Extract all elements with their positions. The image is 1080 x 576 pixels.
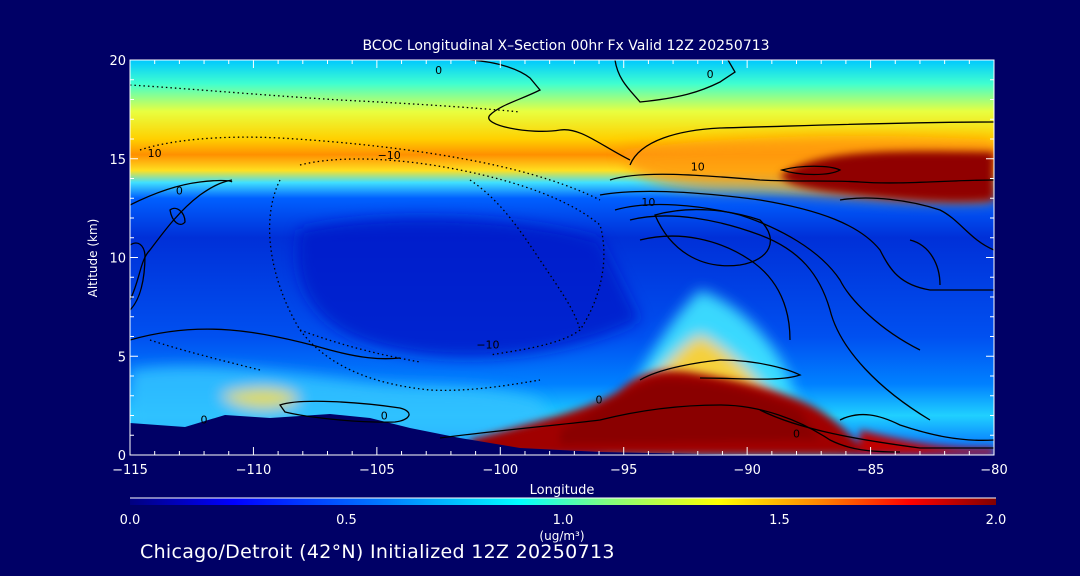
colorbar-tick-label: 1.5 <box>769 513 790 528</box>
x-tick-label: −100 <box>482 463 518 478</box>
y-tick-label: 10 <box>109 252 126 267</box>
x-tick-label: −105 <box>359 463 395 478</box>
contour-label: 0 <box>201 413 208 426</box>
contour-label: 0 <box>435 64 442 77</box>
contour-label: 0 <box>176 184 183 197</box>
chart-title: BCOC Longitudinal X–Section 00hr Fx Vali… <box>362 38 769 54</box>
colorbar-tick-label: 1.0 <box>553 513 574 528</box>
contour-lines <box>130 60 994 453</box>
y-tick-label: 15 <box>109 153 126 168</box>
surface-red-streak <box>860 430 994 455</box>
x-axis: −115 −110 −105 −100 −95 −90 −85 −80 <box>112 60 1008 478</box>
y-axis-label: Altitude (km) <box>86 219 100 298</box>
contour-label: 10 <box>691 161 705 174</box>
footer-caption: Chicago/Detroit (42°N) Initialized 12Z 2… <box>140 541 615 563</box>
colorbar-tick-label: 2.0 <box>986 513 1007 528</box>
contour-labels: 0 0 10 0 −10 10 10 −10 0 0 0 0 <box>148 64 800 440</box>
terrain <box>130 414 994 455</box>
contour-lines-negative <box>130 84 605 391</box>
plot-area: 0 0 10 0 −10 10 10 −10 0 0 0 0 <box>130 60 994 455</box>
y-tick-label: 0 <box>118 449 126 464</box>
contour-label: −10 <box>378 149 401 162</box>
colorbar <box>130 498 996 505</box>
x-tick-label: −115 <box>112 463 148 478</box>
x-axis-label: Longitude <box>530 483 595 498</box>
colorbar-tick-label: 0.0 <box>120 513 141 528</box>
colorbar-ticks: 0.0 0.5 1.0 1.5 2.0 <box>120 513 1007 528</box>
x-tick-label: −85 <box>857 463 884 478</box>
x-tick-label: −90 <box>733 463 760 478</box>
surface-red-core <box>560 379 820 445</box>
x-tick-label: −95 <box>610 463 637 478</box>
mid-level-core <box>297 217 640 358</box>
contour-label: 10 <box>148 147 162 160</box>
contour-label: 0 <box>793 427 800 440</box>
contour-label: −10 <box>476 338 499 351</box>
y-tick-label: 5 <box>118 350 126 365</box>
x-tick-label: −110 <box>236 463 272 478</box>
colorbar-unit-label: (ug/m³) <box>539 529 584 543</box>
upper-red-core <box>780 151 994 202</box>
contour-label: 0 <box>596 394 603 407</box>
y-axis: 0 5 10 15 20 <box>109 54 994 464</box>
contour-label: 0 <box>381 410 388 423</box>
x-tick-label: −80 <box>980 463 1007 478</box>
low-level-yellow-patch <box>220 388 300 409</box>
colorbar-tick-label: 0.5 <box>336 513 357 528</box>
contour-label: 10 <box>641 196 655 209</box>
y-tick-label: 20 <box>109 54 126 69</box>
contour-label: 0 <box>707 68 714 81</box>
